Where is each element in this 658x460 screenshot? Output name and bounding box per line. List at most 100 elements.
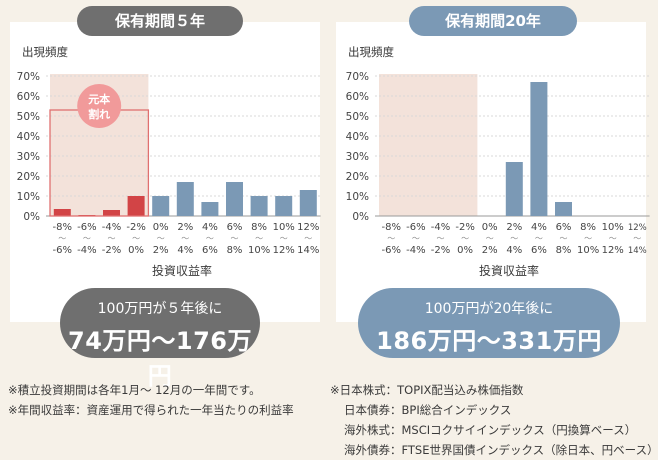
x-tick-label-from: 0%: [153, 222, 169, 233]
x-tick-label-from: -2%: [455, 222, 474, 233]
x-tick-tilde: ～: [387, 234, 395, 243]
right-title-pill: 保有期間20年: [409, 6, 577, 36]
x-tick-label-to: -6%: [53, 245, 72, 256]
x-tick-tilde: ～: [255, 234, 263, 243]
note-right-2: 日本債券：BPI総合インデックス: [344, 403, 512, 417]
y-tick-label: 70%: [346, 71, 369, 83]
x-tick-label-to: 14%: [628, 246, 647, 256]
y-tick-label: 50%: [17, 111, 40, 123]
right-result-line2: 186万円～331万円: [376, 327, 602, 355]
x-tick-label-from: 8%: [251, 222, 267, 233]
y-tick-label: 30%: [346, 151, 369, 163]
bar: [103, 210, 120, 216]
x-tick-label-from: 4%: [202, 222, 218, 233]
y-tick-label: 0%: [352, 211, 369, 223]
y-tick-label: 60%: [17, 91, 40, 103]
bar: [505, 162, 523, 216]
bar: [53, 209, 71, 216]
note-left-1: ※積立投資期間は各年1月～ 12月の一年間です。: [8, 383, 261, 397]
x-tick-label-from: 2%: [177, 222, 193, 233]
x-tick-label-from: -8%: [53, 222, 72, 233]
loss-badge: [77, 84, 122, 128]
left-result-line2: 74万円～176万円: [68, 327, 252, 390]
right-bar-chart: 0%10%20%30%40%50%60%70%-8%～-6%-6%～-4%-4%…: [346, 71, 650, 256]
note-right-1: ※日本株式：TOPIX配当込み株価指数: [330, 383, 524, 397]
loss-region: [379, 74, 478, 216]
left-bar-chart: 0%10%20%30%40%50%60%70%-8%～-6%-6%～-4%-4%…: [17, 71, 321, 256]
right-result-pill: 100万円が20年後に 186万円～331万円: [358, 288, 620, 358]
y-tick-label: 30%: [17, 151, 40, 163]
x-tick-label-to: 10%: [248, 245, 270, 256]
x-tick-label-from: -8%: [382, 222, 401, 233]
x-tick-tilde: ～: [181, 234, 189, 243]
bar: [201, 202, 219, 216]
x-tick-label-to: 4%: [177, 245, 193, 256]
x-tick-label-to: 12%: [273, 245, 295, 256]
x-tick-tilde: ～: [206, 234, 214, 243]
x-tick-tilde: ～: [461, 234, 469, 243]
right-y-axis-label: 出現頻度: [348, 45, 394, 59]
right-x-axis-label: 投資収益率: [479, 264, 540, 278]
x-tick-label-from: 2%: [506, 222, 522, 233]
x-tick-label-to: -2%: [102, 245, 121, 256]
bar: [250, 196, 268, 216]
x-tick-label-to: -4%: [406, 245, 425, 256]
x-tick-label-from: 12%: [628, 223, 647, 233]
note-right-3: 海外株式：MSCIコクサイインデックス（円換算ベース）: [344, 423, 637, 437]
x-tick-label-from: 8%: [580, 222, 596, 233]
bar: [299, 190, 317, 216]
left-x-axis-label: 投資収益率: [152, 264, 213, 278]
x-tick-label-to: 10%: [577, 245, 599, 256]
y-tick-label: 0%: [23, 211, 40, 223]
x-tick-label-to: 12%: [602, 245, 624, 256]
x-tick-tilde: ～: [231, 234, 239, 243]
x-tick-label-to: 2%: [153, 245, 169, 256]
x-tick-tilde: ～: [304, 234, 312, 243]
left-y-axis-label: 出現頻度: [22, 45, 68, 59]
x-tick-label-to: 6%: [202, 245, 218, 256]
x-tick-label-to: 8%: [556, 245, 572, 256]
bar: [555, 202, 572, 216]
x-tick-label-from: 0%: [482, 222, 498, 233]
bar: [152, 196, 170, 216]
x-tick-label-from: -6%: [77, 222, 96, 233]
x-tick-tilde: ～: [157, 234, 165, 243]
x-tick-tilde: ～: [412, 234, 420, 243]
x-tick-label-from: 6%: [227, 222, 243, 233]
loss-badge-text-2: 割れ: [88, 107, 110, 121]
x-tick-label-from: -6%: [406, 222, 425, 233]
x-tick-label-to: 2%: [482, 245, 498, 256]
y-tick-label: 10%: [17, 191, 40, 203]
x-tick-label-from: 4%: [531, 222, 547, 233]
x-tick-label-to: -2%: [431, 245, 450, 256]
x-tick-label-from: -4%: [102, 222, 121, 233]
x-tick-label-to: 0%: [457, 245, 473, 256]
x-tick-tilde: ～: [83, 234, 91, 243]
y-tick-label: 50%: [346, 111, 369, 123]
note-left-2: ※年間収益率：資産運用で得られた一年当たりの利益率: [8, 403, 294, 417]
y-tick-label: 40%: [17, 131, 40, 143]
x-tick-tilde: ～: [108, 234, 116, 243]
left-title-pill: 保有期間５年: [77, 6, 243, 36]
x-tick-label-from: 6%: [556, 222, 572, 233]
bar: [530, 82, 548, 216]
note-right-4: 海外債券：FTSE世界国債インデックス（除日本、円ベース）: [344, 443, 658, 457]
x-tick-tilde: ～: [280, 234, 288, 243]
x-tick-label-to: 6%: [531, 245, 547, 256]
x-tick-tilde: ～: [609, 234, 617, 243]
y-tick-label: 40%: [346, 131, 369, 143]
x-tick-label-from: -4%: [431, 222, 450, 233]
left-result-line1: 100万円が５年後に: [97, 301, 223, 317]
x-tick-label-from: -2%: [126, 222, 145, 233]
x-tick-tilde: ～: [633, 234, 641, 243]
x-tick-label-to: 4%: [506, 245, 522, 256]
x-tick-tilde: ～: [58, 234, 66, 243]
x-tick-label-from: 10%: [273, 222, 295, 233]
x-tick-tilde: ～: [535, 234, 543, 243]
bar: [275, 196, 293, 216]
y-tick-label: 70%: [17, 71, 40, 83]
x-tick-label-from: 12%: [297, 222, 319, 233]
x-tick-tilde: ～: [437, 234, 445, 243]
x-tick-tilde: ～: [510, 234, 518, 243]
x-tick-label-from: 10%: [602, 222, 624, 233]
